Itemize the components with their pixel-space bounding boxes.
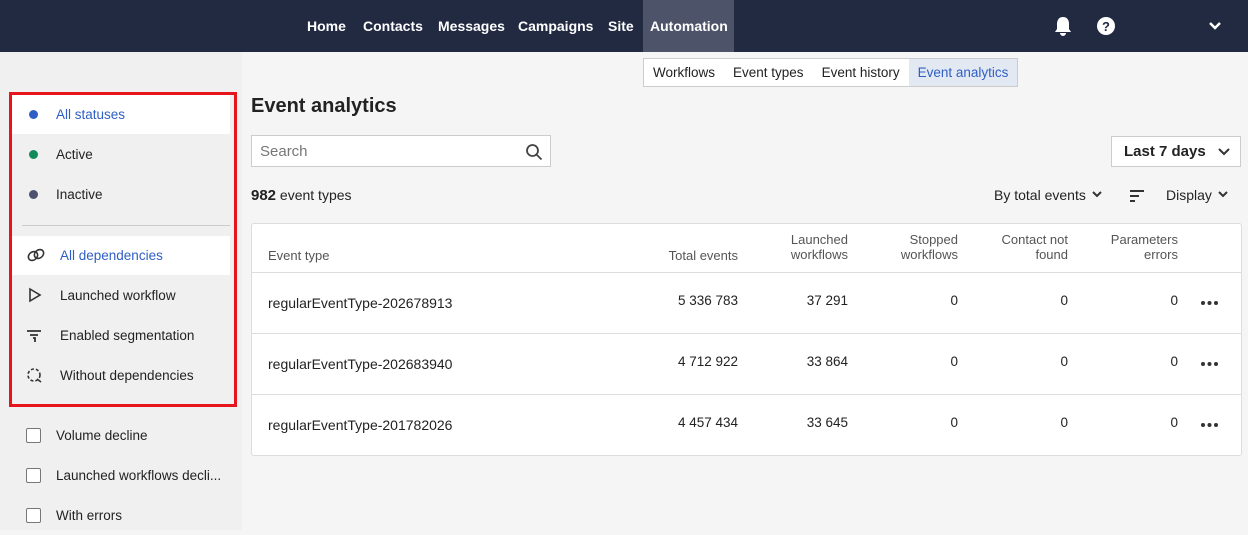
label: Active xyxy=(56,147,93,162)
tab[interactable]: Event types xyxy=(733,65,804,80)
row-menu[interactable] xyxy=(1200,356,1220,372)
checkbox-filter[interactable]: With errors xyxy=(12,496,230,535)
status-filter[interactable]: All statuses xyxy=(12,95,230,134)
row-divider xyxy=(252,333,1241,334)
column-header: Launched workflows xyxy=(790,232,848,262)
dependency-filter[interactable]: Enabled segmentation xyxy=(12,316,230,355)
status-filter[interactable]: Inactive xyxy=(12,175,230,214)
label: Inactive xyxy=(56,187,103,202)
label: Without dependencies xyxy=(60,368,194,383)
nav-item[interactable]: Contacts xyxy=(363,18,423,34)
label: Enabled segmentation xyxy=(60,328,195,343)
count: 982 xyxy=(251,187,277,204)
svg-text:?: ? xyxy=(1102,19,1110,34)
dependency-filter[interactable]: Without dependencies xyxy=(12,356,230,395)
column-header: Event type xyxy=(268,248,330,263)
status-filter[interactable]: Active xyxy=(12,135,230,174)
display-dropdown[interactable]: Display xyxy=(1166,187,1234,203)
row-divider xyxy=(252,272,1241,273)
label: Launched workflow xyxy=(60,288,176,303)
column-header: Parameters errors xyxy=(1110,232,1178,262)
cell: 5 336 783 xyxy=(677,293,738,308)
top-bar: Home Contacts Messages Campaigns Site Au… xyxy=(0,0,1248,52)
dependency-filter[interactable]: Launched workflow xyxy=(12,276,230,315)
tab[interactable]: Event history xyxy=(821,65,900,80)
cell: 0 xyxy=(1060,354,1068,369)
event-type: regularEventType-201782026 xyxy=(268,417,453,433)
count-line: 982 event types xyxy=(251,187,352,204)
table-row: regularEventType-202678913 5 336 783 37 29… xyxy=(252,273,1241,333)
cell: 0 xyxy=(950,415,958,430)
nav-item[interactable]: Home xyxy=(307,18,346,34)
table-row: regularEventType-202683940 4 712 922 33 86… xyxy=(252,334,1241,394)
table-row: regularEventType-201782026 4 457 434 33 64… xyxy=(252,395,1241,455)
nav-item[interactable]: Messages xyxy=(438,18,505,34)
page-title: Event analytics xyxy=(251,95,397,117)
cell: 0 xyxy=(950,293,958,308)
label: Volume decline xyxy=(56,428,148,443)
row-divider xyxy=(252,394,1241,395)
label: All statuses xyxy=(56,107,126,122)
divider xyxy=(22,225,230,226)
event-type: regularEventType-202678913 xyxy=(268,295,453,311)
period: Last 7 days xyxy=(1124,143,1206,160)
column-header: Contact not found xyxy=(1001,232,1069,262)
table: Event type Total events Launched workflo… xyxy=(251,223,1242,456)
cell: 0 xyxy=(1060,415,1068,430)
highlight-box xyxy=(9,92,237,407)
sort-order-icon[interactable] xyxy=(1129,189,1145,203)
search-box[interactable]: Search xyxy=(251,135,551,167)
cell: 33 645 xyxy=(806,415,848,430)
display-label: Display xyxy=(1166,187,1212,203)
cell: 0 xyxy=(1170,415,1178,430)
cell: 0 xyxy=(1060,293,1068,308)
nav-item[interactable]: Site xyxy=(608,18,634,34)
cell: 33 864 xyxy=(806,354,848,369)
checkbox-filter[interactable]: Launched workflows decli... xyxy=(12,456,230,495)
tab[interactable]: Event analytics xyxy=(908,59,1018,86)
nav-item[interactable]: Automation xyxy=(643,0,734,52)
dependency-filter[interactable]: All dependencies xyxy=(12,236,230,275)
column-header: Stopped workflows xyxy=(900,232,958,262)
label: All dependencies xyxy=(60,248,163,263)
count-label: event types xyxy=(279,187,352,203)
cell: 4 712 922 xyxy=(677,354,738,369)
tab[interactable]: Workflows xyxy=(653,65,716,80)
checkbox-filter[interactable]: Volume decline xyxy=(12,416,230,455)
cell: 4 457 434 xyxy=(677,415,738,430)
sort-dropdown[interactable]: By total events xyxy=(994,187,1108,203)
period-dropdown[interactable]: Last 7 days xyxy=(1111,136,1241,167)
row-menu[interactable] xyxy=(1200,417,1220,433)
event-type: regularEventType-202683940 xyxy=(268,356,453,372)
sort-label: By total events xyxy=(994,187,1086,203)
menu-chevron[interactable] xyxy=(1208,21,1222,31)
cell: 0 xyxy=(1170,354,1178,369)
help-icon[interactable]: ? xyxy=(1097,17,1115,35)
search-placeholder: Search xyxy=(260,143,308,160)
row-menu[interactable] xyxy=(1200,295,1220,311)
label: With errors xyxy=(56,508,123,523)
tabs: Workflows Event types Event history Even… xyxy=(643,58,1019,87)
cell: 37 291 xyxy=(806,293,848,308)
label: Launched workflows decli... xyxy=(56,468,222,483)
cell: 0 xyxy=(950,354,958,369)
nav-item[interactable]: Campaigns xyxy=(518,18,594,34)
cell: 0 xyxy=(1170,293,1178,308)
bell-icon[interactable] xyxy=(1054,16,1072,36)
column-header: Total events xyxy=(668,248,738,263)
